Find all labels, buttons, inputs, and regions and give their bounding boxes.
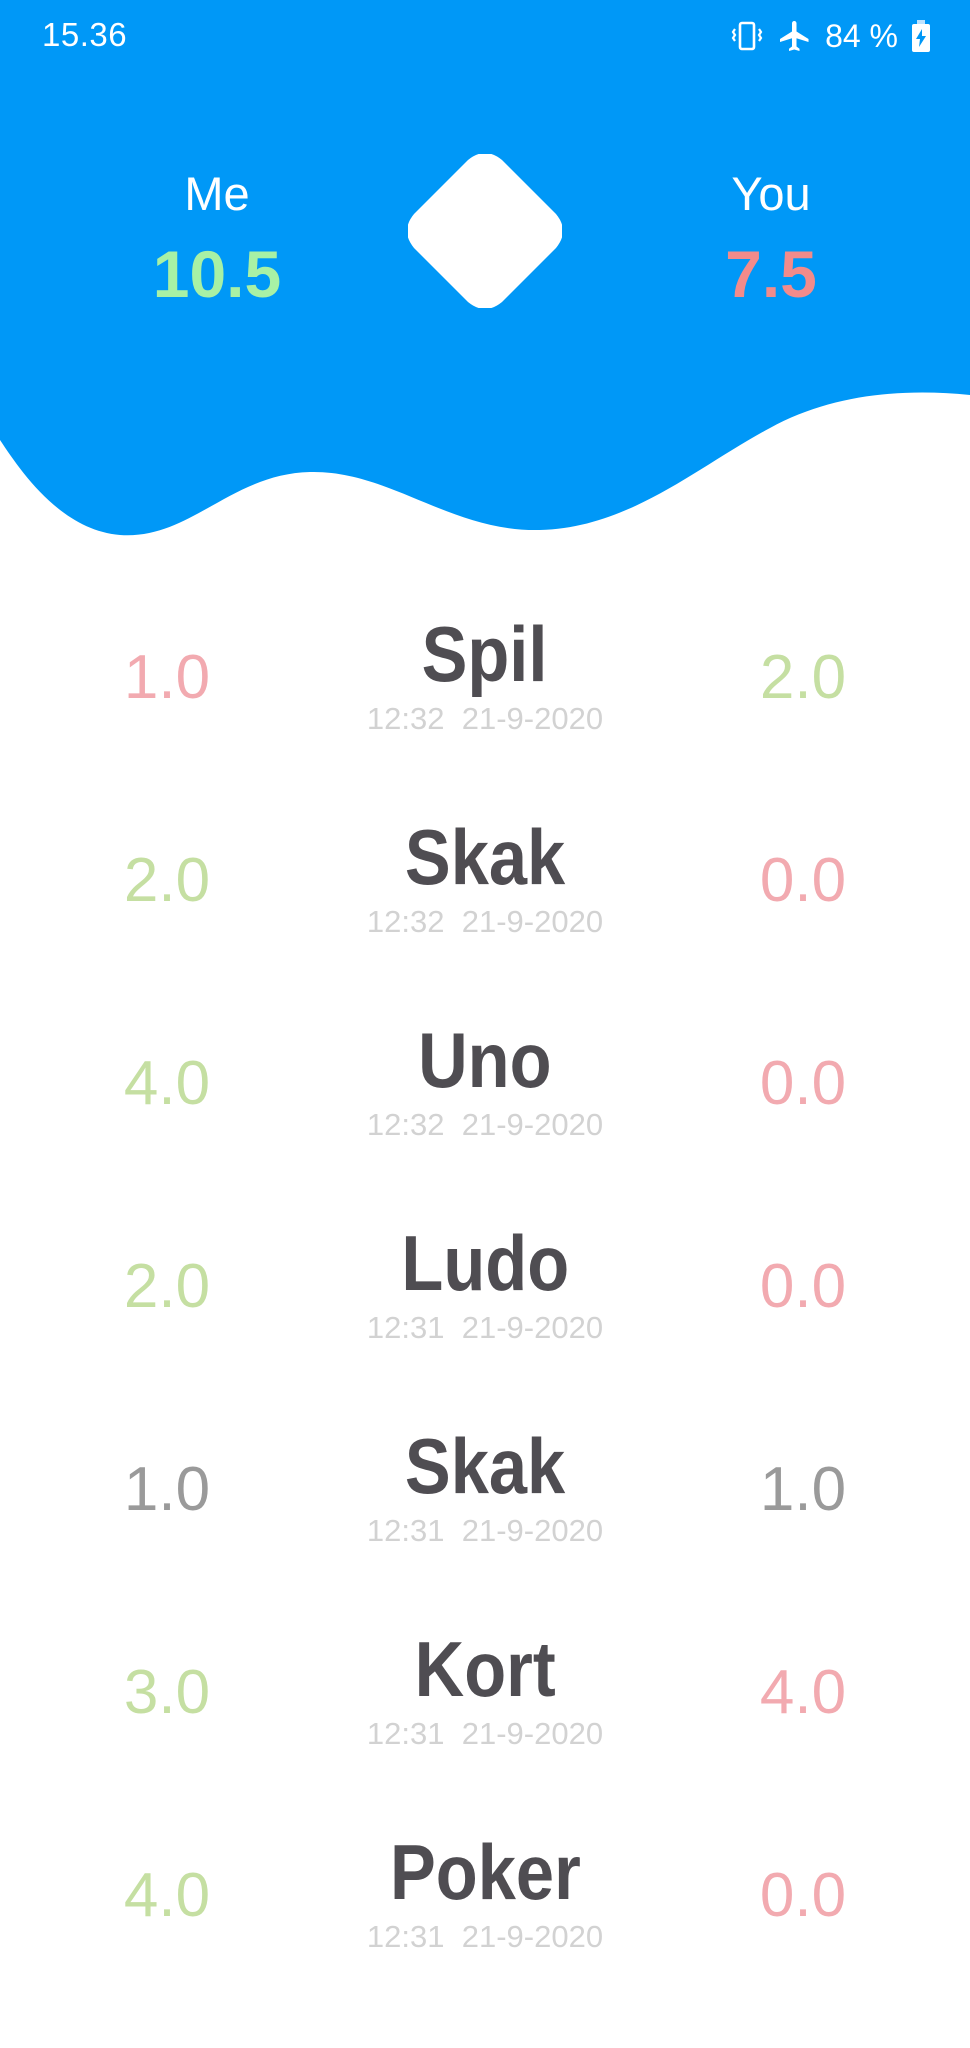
game-row[interactable]: 2.0 Ludo 12:31 21-9-2020 0.0 bbox=[0, 1224, 970, 1427]
game-timestamp: 12:32 21-9-2020 bbox=[366, 1107, 604, 1142]
game-timestamp: 12:31 21-9-2020 bbox=[366, 1513, 604, 1548]
status-bar-icons: 84 % bbox=[729, 14, 932, 58]
game-info: Skak 12:32 21-9-2020 bbox=[285, 818, 685, 937]
game-name: Kort bbox=[414, 1625, 556, 1713]
game-timestamp: 12:32 21-9-2020 bbox=[366, 904, 604, 939]
player-me: Me 10.5 bbox=[87, 170, 347, 307]
game-row[interactable]: 4.0 Poker 12:31 21-9-2020 0.0 bbox=[0, 1833, 970, 2036]
game-timestamp: 12:31 21-9-2020 bbox=[366, 1919, 604, 1954]
game-me-score: 4.0 bbox=[123, 1049, 211, 1118]
game-name: Ludo bbox=[401, 1219, 569, 1307]
player-you-total-score: 7.5 bbox=[725, 237, 817, 311]
battery-charging-icon bbox=[912, 20, 930, 52]
game-name: Skak bbox=[404, 813, 566, 901]
airplane-icon bbox=[780, 21, 809, 51]
game-you-score: 2.0 bbox=[759, 643, 847, 712]
game-timestamp: 12:32 21-9-2020 bbox=[366, 701, 604, 736]
game-you-score: 0.0 bbox=[759, 1861, 847, 1930]
game-row[interactable]: 4.0 Uno 12:32 21-9-2020 0.0 bbox=[0, 1021, 970, 1224]
game-me-score: 1.0 bbox=[123, 643, 211, 712]
game-info: Uno 12:32 21-9-2020 bbox=[285, 1021, 685, 1140]
game-row[interactable]: 2.0 Skak 12:32 21-9-2020 0.0 bbox=[0, 818, 970, 1021]
game-row[interactable]: 3.0 Kort 12:31 21-9-2020 4.0 bbox=[0, 1630, 970, 1833]
player-me-name: Me bbox=[184, 167, 250, 220]
game-you-score: 0.0 bbox=[759, 1252, 847, 1321]
game-info: Poker 12:31 21-9-2020 bbox=[285, 1833, 685, 1952]
game-you-score: 4.0 bbox=[759, 1658, 847, 1727]
game-me-score: 4.0 bbox=[123, 1861, 211, 1930]
game-timestamp: 12:31 21-9-2020 bbox=[366, 1716, 604, 1751]
game-me-score: 2.0 bbox=[123, 846, 211, 915]
player-me-total-score: 10.5 bbox=[152, 237, 282, 311]
battery-percent: 84 % bbox=[825, 17, 898, 54]
game-name: Spil bbox=[422, 610, 548, 698]
game-you-score: 1.0 bbox=[759, 1455, 847, 1524]
game-me-score: 2.0 bbox=[123, 1252, 211, 1321]
game-name: Poker bbox=[389, 1828, 581, 1916]
game-you-score: 0.0 bbox=[759, 1049, 847, 1118]
game-row[interactable]: 1.0 Spil 12:32 21-9-2020 2.0 bbox=[0, 615, 970, 818]
player-you-name: You bbox=[731, 167, 811, 220]
diamond-icon[interactable] bbox=[408, 154, 562, 308]
game-info: Skak 12:31 21-9-2020 bbox=[285, 1427, 685, 1546]
game-you-score: 0.0 bbox=[759, 846, 847, 915]
game-row[interactable]: 1.0 Skak 12:31 21-9-2020 1.0 bbox=[0, 1427, 970, 1630]
vibrate-icon bbox=[731, 21, 763, 51]
game-info: Ludo 12:31 21-9-2020 bbox=[285, 1224, 685, 1343]
status-bar-time: 15.36 bbox=[42, 16, 128, 53]
game-info: Kort 12:31 21-9-2020 bbox=[285, 1630, 685, 1749]
score-header: 15.36 84 % Me 10.5 You 7.5 bbox=[0, 0, 970, 560]
game-me-score: 1.0 bbox=[123, 1455, 211, 1524]
game-name: Uno bbox=[418, 1016, 552, 1104]
game-timestamp: 12:31 21-9-2020 bbox=[366, 1310, 604, 1345]
game-me-score: 3.0 bbox=[123, 1658, 211, 1727]
game-name: Skak bbox=[404, 1422, 566, 1510]
game-history-list: 1.0 Spil 12:32 21-9-2020 2.0 2.0 Skak 12… bbox=[0, 615, 970, 2036]
player-you: You 7.5 bbox=[641, 170, 901, 307]
game-info: Spil 12:32 21-9-2020 bbox=[285, 615, 685, 734]
